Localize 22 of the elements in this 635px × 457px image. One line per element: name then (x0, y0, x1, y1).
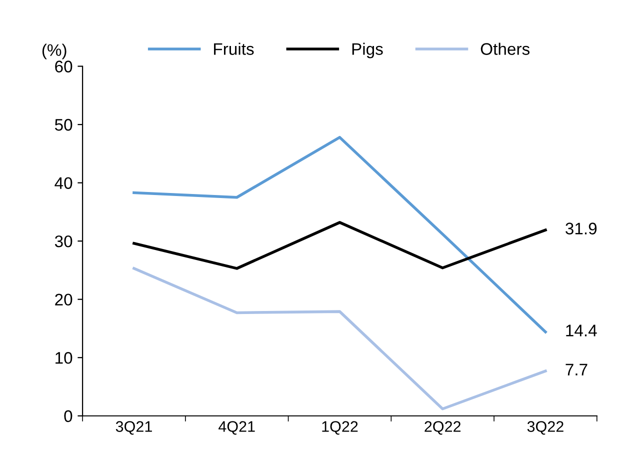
y-tick-label: 0 (64, 410, 72, 422)
y-tick-label: 30 (54, 235, 72, 248)
y-axis-title: (%) (42, 44, 66, 60)
x-tick-label: 3Q21 (116, 421, 152, 435)
line-series (132, 267, 547, 410)
x-tick-label: 1Q22 (322, 421, 358, 435)
y-tick-label: 60 (55, 60, 72, 72)
legend-label: Others (480, 42, 530, 55)
line-series (132, 136, 547, 334)
data-label: 31.9 (566, 222, 597, 234)
y-tick-label: 50 (54, 118, 72, 131)
data-label: 7.7 (566, 364, 588, 376)
y-tick-label: 40 (54, 177, 72, 190)
line-series (132, 221, 547, 270)
legend-label: Fruits (214, 42, 254, 55)
x-tick-label: 2Q22 (424, 421, 461, 435)
x-tick-label: 4Q21 (218, 421, 255, 435)
x-tick-label: 3Q22 (527, 421, 564, 435)
y-tick-label: 20 (55, 294, 72, 306)
y-tick-label: 10 (56, 352, 72, 364)
data-label: 14.4 (566, 324, 597, 336)
legend-label: Pigs (352, 42, 383, 58)
